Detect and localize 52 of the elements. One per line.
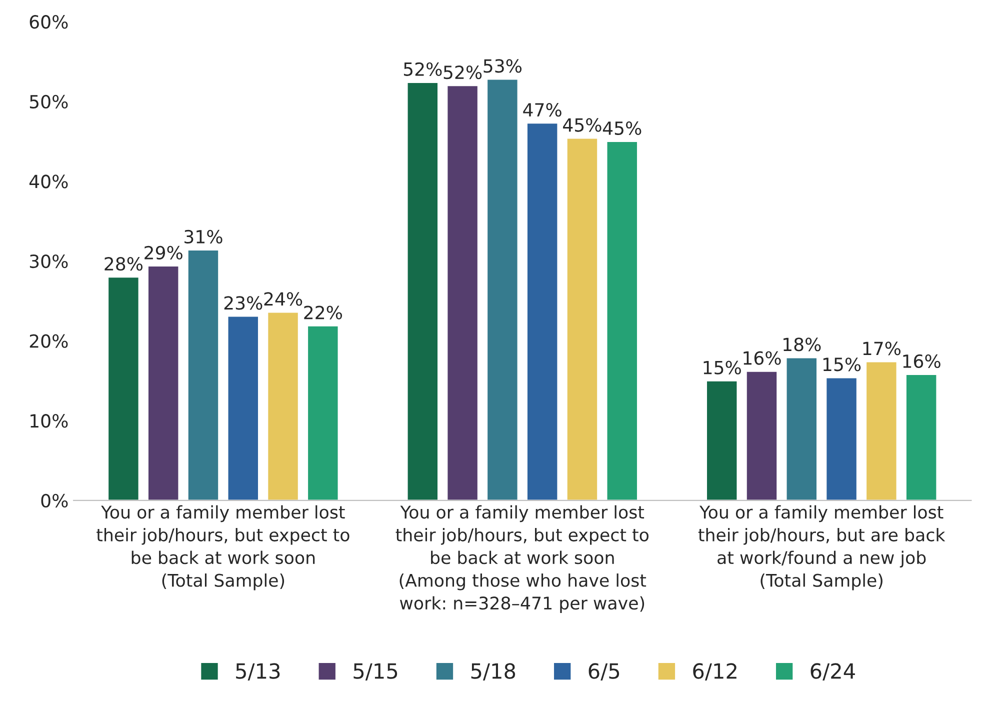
data-label: 53% bbox=[484, 59, 522, 73]
bar bbox=[606, 140, 638, 500]
legend-label: 5/15 bbox=[354, 663, 398, 681]
y-tick-label: 60% bbox=[30, 15, 68, 29]
legend-label: 5/18 bbox=[471, 663, 516, 681]
bar bbox=[486, 78, 519, 500]
bar bbox=[147, 265, 180, 500]
bar bbox=[306, 324, 340, 500]
bar bbox=[266, 311, 300, 500]
bar bbox=[107, 276, 140, 500]
data-label: 47% bbox=[523, 103, 562, 117]
data-label: 17% bbox=[863, 342, 900, 356]
data-label: 18% bbox=[784, 338, 821, 352]
legend-label: 6/5 bbox=[588, 663, 620, 681]
legend-label: 5/13 bbox=[236, 663, 280, 681]
x-tick-label: You or a family member lost their job/hours, but expect to be back at work soon (Total Sample) bbox=[96, 505, 350, 590]
data-label: 29% bbox=[144, 246, 182, 260]
y-tick-label: 10% bbox=[30, 414, 68, 428]
x-tick-label: You or a family member lost their job/hours, but expect to be back at work soon (Among those who have lost work: n=328–471 per wave) bbox=[396, 505, 649, 614]
data-label: 52% bbox=[404, 62, 442, 76]
bar bbox=[226, 315, 260, 500]
data-label: 16% bbox=[903, 354, 940, 368]
legend-label: 6/24 bbox=[810, 663, 855, 681]
bar bbox=[785, 356, 818, 500]
data-label: 28% bbox=[104, 257, 143, 271]
y-tick-label: 0% bbox=[41, 494, 68, 508]
data-label: 23% bbox=[224, 296, 262, 310]
data-label: 45% bbox=[602, 121, 642, 136]
bar bbox=[706, 380, 738, 500]
data-label: 45% bbox=[563, 118, 602, 132]
data-label: 24% bbox=[264, 292, 302, 306]
bar bbox=[446, 84, 479, 500]
bar bbox=[905, 374, 938, 500]
data-label: 15% bbox=[823, 358, 861, 372]
data-label: 52% bbox=[444, 66, 482, 80]
y-tick-label: 20% bbox=[30, 334, 68, 348]
y-tick-label: 30% bbox=[30, 254, 68, 268]
bar bbox=[186, 249, 220, 500]
bar bbox=[745, 370, 778, 500]
bar bbox=[825, 376, 858, 500]
data-label: 31% bbox=[184, 230, 222, 244]
y-tick-label: 40% bbox=[29, 174, 68, 188]
bar bbox=[566, 137, 598, 500]
x-tick-label: You or a family member lost their job/hours, but are back at work/found a new job (Total Sample) bbox=[698, 505, 946, 590]
legend-label: 6/12 bbox=[693, 663, 736, 681]
bar bbox=[406, 82, 439, 500]
bar bbox=[526, 122, 559, 500]
data-label: 22% bbox=[304, 306, 342, 320]
data-label: 15% bbox=[704, 360, 741, 374]
bar bbox=[865, 360, 898, 500]
y-tick-label: 50% bbox=[30, 94, 68, 109]
data-label: 16% bbox=[744, 351, 781, 365]
